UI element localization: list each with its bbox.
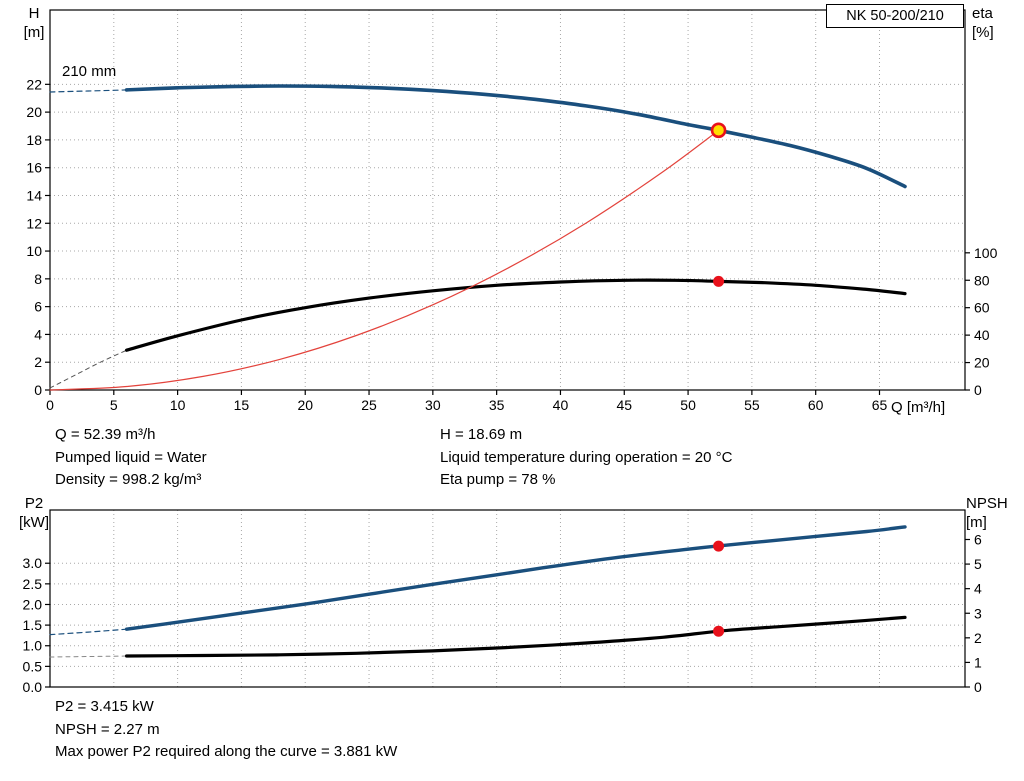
right-tick-label: 4 xyxy=(974,581,982,597)
p2-axis-title: P2 [kW] xyxy=(12,494,56,532)
p2-axis-title-line1: P2 xyxy=(24,495,44,512)
readout-liquid-temperature: Liquid temperature during operation = 20… xyxy=(440,448,733,466)
head-axis-title-line2: [m] xyxy=(23,24,45,41)
npsh-axis-title-line1: NPSH xyxy=(966,495,1008,512)
p2-npsh-chart: 0.0 0.5 1.0 1.5 2.0 2.5 3.0 0 1 2 3 4 5 6 xyxy=(23,509,982,695)
right-tick-label: 6 xyxy=(974,532,982,548)
series-system-curve xyxy=(49,129,720,391)
x-tick-label: 30 xyxy=(425,397,441,413)
series-head-210mm xyxy=(124,84,907,189)
x-tick-label: 0 xyxy=(46,397,54,413)
npsh-point xyxy=(713,625,725,637)
series-p2-extrapolated xyxy=(49,628,128,636)
left-tick-label: 6 xyxy=(34,299,42,315)
series-npsh-extrapolated xyxy=(49,655,128,658)
duty-point xyxy=(710,122,727,139)
right-tick-label: 0 xyxy=(974,679,982,695)
x-tick-label: 20 xyxy=(297,397,313,413)
x-tick-label: 45 xyxy=(616,397,632,413)
series-npsh xyxy=(125,615,907,658)
x-tick-label: 15 xyxy=(234,397,250,413)
left-tick-label: 1.5 xyxy=(23,617,43,633)
x-tick-label: 65 xyxy=(872,397,888,413)
left-tick-label: 1.0 xyxy=(23,638,43,654)
plot-frame xyxy=(49,9,966,391)
x-tick-label: 60 xyxy=(808,397,824,413)
x-tick-label: 40 xyxy=(553,397,569,413)
eta-axis-title-line2: [%] xyxy=(972,24,994,41)
left-tick-label: 18 xyxy=(26,132,42,148)
readout-density: Density = 998.2 kg/m³ xyxy=(55,471,202,488)
qh-eta-chart: 0 2 4 6 8 10 12 14 16 18 20 22 0 20 40 60 80 100 0 5 10 15 20 2… xyxy=(26,9,998,413)
eta-point xyxy=(713,275,725,287)
p2-axis-title-line2: [kW] xyxy=(19,514,49,531)
readout-max-power: Max power P2 required along the curve = … xyxy=(55,743,398,760)
right-tick-label: 80 xyxy=(974,272,990,288)
npsh-axis-title: NPSH [m] xyxy=(966,494,1008,532)
left-tick-label: 8 xyxy=(34,271,42,287)
plot-frame xyxy=(49,509,966,688)
left-tick-label: 3.0 xyxy=(23,555,43,571)
series-eta-extrapolated xyxy=(49,349,128,389)
pump-type-label: NK 50-200/210 xyxy=(826,4,964,28)
left-tick-label: 0.0 xyxy=(23,679,43,695)
p2-npsh-readout: P2 = 3.415 kW NPSH = 2.27 m Max power P2… xyxy=(55,696,397,764)
left-tick-label: 22 xyxy=(26,76,42,92)
series-eta xyxy=(125,278,907,352)
readout-pumped-liquid: Pumped liquid = Water xyxy=(55,448,207,466)
p2-point xyxy=(713,540,725,552)
x-tick-label: 55 xyxy=(744,397,760,413)
x-tick-label: 25 xyxy=(361,397,377,413)
x-tick-label: 10 xyxy=(170,397,186,413)
left-tick-label: 4 xyxy=(34,326,42,342)
left-tick-label: 2.0 xyxy=(23,596,43,612)
impeller-diameter-label: 210 mm xyxy=(62,63,117,80)
left-tick-label: 0.5 xyxy=(23,658,43,674)
x-tick-label: 5 xyxy=(110,397,118,413)
right-tick-label: 0 xyxy=(974,382,982,398)
x-tick-label: 50 xyxy=(680,397,696,413)
right-tick-label: 3 xyxy=(974,605,982,621)
left-tick-label: 20 xyxy=(26,104,42,120)
duty-readout-left: Q = 52.39 m³/h Pumped liquid = Water Den… xyxy=(55,424,207,492)
left-tick-label: 10 xyxy=(26,243,42,259)
flow-axis-title: Q [m³/h] xyxy=(891,399,946,416)
right-tick-label: 100 xyxy=(974,245,998,261)
left-tick-label: 12 xyxy=(26,215,42,231)
series-p2 xyxy=(124,525,907,631)
eta-axis-title-line1: eta xyxy=(972,5,993,22)
right-tick-label: 5 xyxy=(974,556,982,572)
readout-npsh: NPSH = 2.27 m xyxy=(55,720,160,738)
right-tick-label: 40 xyxy=(974,327,990,343)
series-head-extrapolated xyxy=(49,89,128,93)
readout-eta-pump: Eta pump = 78 % xyxy=(440,471,556,488)
x-tick-label: 35 xyxy=(489,397,505,413)
right-tick-label: 20 xyxy=(974,355,990,371)
readout-p2: P2 = 3.415 kW xyxy=(55,698,154,715)
head-axis-title: H [m] xyxy=(14,4,54,42)
left-tick-label: 2.5 xyxy=(23,576,43,592)
duty-readout-right: H = 18.69 m Liquid temperature during op… xyxy=(440,424,732,492)
eta-axis-title: eta [%] xyxy=(972,4,994,42)
right-tick-label: 2 xyxy=(974,630,982,646)
left-tick-label: 16 xyxy=(26,160,42,176)
head-axis-title-line1: H xyxy=(28,5,40,22)
npsh-axis-title-line2: [m] xyxy=(966,514,987,531)
left-tick-label: 2 xyxy=(34,354,42,370)
left-tick-label: 0 xyxy=(34,382,42,398)
right-tick-label: 1 xyxy=(974,654,982,670)
readout-flow: Q = 52.39 m³/h xyxy=(55,426,156,443)
readout-head: H = 18.69 m xyxy=(440,426,523,443)
right-tick-label: 60 xyxy=(974,300,990,316)
left-tick-label: 14 xyxy=(26,187,42,203)
